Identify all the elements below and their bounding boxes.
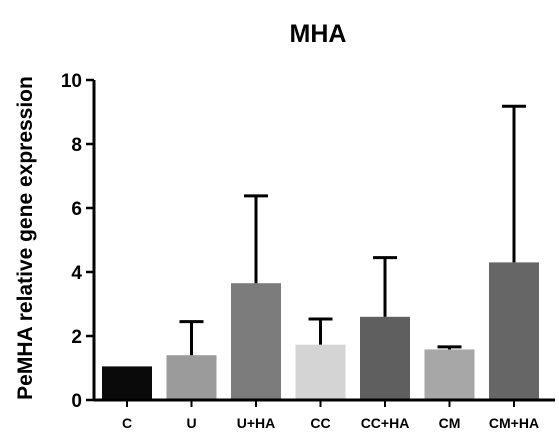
x-tick-label-3: CC: [310, 415, 330, 431]
bar-6: [489, 262, 539, 400]
bar-2: [231, 283, 281, 400]
x-tick-label-4: CC+HA: [361, 415, 410, 431]
x-tick-label-2: U+HA: [237, 415, 276, 431]
bar-5: [424, 349, 475, 400]
y-tick-label-2: 4: [71, 263, 82, 284]
bar-1: [166, 355, 217, 400]
x-ticks-group: C U U+HA CC CC+HA CM CM+HA: [122, 400, 539, 431]
y-tick-label-1: 2: [71, 327, 82, 348]
error-bars-group: [179, 104, 526, 356]
y-tick-label-3: 6: [71, 199, 82, 220]
bars-group: [102, 262, 539, 400]
chart-title: MHA: [290, 20, 347, 48]
bar-4: [360, 316, 410, 400]
x-tick-label-5: CM: [439, 415, 461, 431]
x-tick-label-1: U: [186, 415, 196, 431]
bar-3: [295, 344, 346, 400]
y-tick-label-4: 8: [71, 135, 82, 156]
y-ticks-group: 0 2 4 6 8 10: [61, 71, 94, 412]
bar-0: [102, 366, 152, 400]
x-tick-label-6: CM+HA: [489, 415, 539, 431]
y-tick-label-5: 10: [61, 71, 82, 92]
y-tick-label-0: 0: [71, 391, 82, 412]
x-tick-label-0: C: [122, 415, 132, 431]
axes-group: [92, 80, 555, 402]
y-axis-label: PeMHA relative gene expression: [14, 76, 37, 400]
